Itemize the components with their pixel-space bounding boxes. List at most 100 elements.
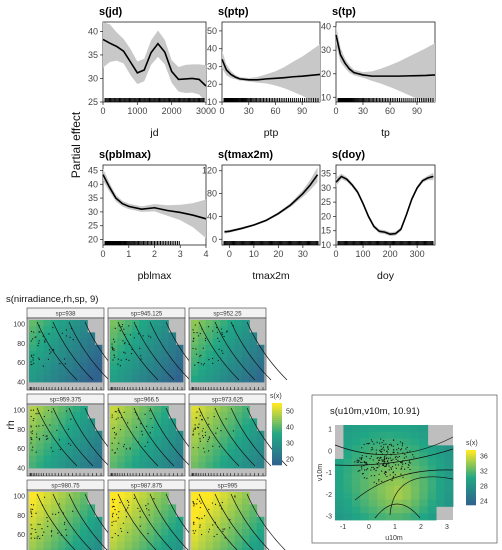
- obs-point: [408, 460, 411, 462]
- heat-cell: [124, 498, 133, 505]
- heat-cell: [87, 338, 96, 346]
- heat-cell: [139, 412, 147, 419]
- heat-cell: [234, 523, 243, 530]
- heat-cell: [368, 499, 378, 507]
- obs-point: [38, 331, 40, 333]
- heat-cell: [117, 363, 125, 370]
- obs-point: [38, 439, 41, 441]
- y-axis-label: rh: [5, 420, 17, 429]
- heat-cell: [385, 425, 395, 433]
- heat-cell: [153, 363, 162, 370]
- obs-point: [111, 449, 113, 451]
- heat-cell: [227, 535, 236, 542]
- heat-cell: [410, 438, 420, 446]
- obs-point: [375, 449, 377, 451]
- heat-cell: [146, 424, 155, 432]
- obs-point: [390, 454, 392, 456]
- heat-cell: [58, 357, 66, 364]
- heat-cell: [124, 412, 133, 419]
- heat-cell: [377, 506, 386, 514]
- obs-point: [402, 452, 404, 454]
- obs-point: [30, 415, 32, 418]
- x-tick-label: 0: [367, 524, 371, 531]
- facet-label: sp=959.375: [50, 398, 82, 404]
- heat-cell: [394, 472, 403, 480]
- heat-cell: [368, 513, 378, 521]
- heat-cell: [410, 513, 420, 521]
- heat-cell: [153, 461, 162, 469]
- y-tick-label: 40: [17, 466, 25, 473]
- obs-point: [364, 469, 366, 471]
- heat-cell: [351, 513, 361, 521]
- obs-point: [68, 443, 70, 445]
- heat-cell: [402, 513, 412, 521]
- obs-point: [392, 462, 395, 464]
- heat-cell: [153, 523, 162, 530]
- legend-swatch: [466, 499, 476, 502]
- obs-point: [204, 339, 207, 342]
- legend-swatch: [466, 494, 476, 497]
- heat-cell: [368, 506, 378, 514]
- obs-point: [361, 457, 363, 459]
- legend-swatch: [272, 415, 282, 418]
- obs-point: [35, 451, 37, 453]
- obs-point: [123, 328, 125, 330]
- heat-cell: [110, 492, 118, 499]
- heat-cell: [220, 437, 228, 444]
- legend-swatch: [466, 472, 476, 475]
- obs-point: [59, 448, 61, 451]
- obs-point: [50, 535, 53, 537]
- heat-cell: [117, 344, 125, 352]
- heat-cell: [146, 375, 155, 383]
- heat-cell: [139, 418, 147, 425]
- heat-cell: [139, 424, 147, 432]
- heat-cell: [444, 492, 454, 501]
- obs-point: [50, 351, 52, 353]
- heat-cell: [131, 504, 140, 511]
- heat-cell: [212, 344, 221, 352]
- legend-swatch: [466, 484, 476, 487]
- legend-swatch: [466, 464, 476, 467]
- obs-point: [393, 449, 395, 451]
- obs-point: [37, 535, 39, 537]
- obs-point: [376, 457, 378, 459]
- heat-cell: [146, 541, 155, 549]
- obs-point: [192, 347, 194, 350]
- obs-point: [214, 521, 217, 524]
- heat-cell: [161, 547, 169, 550]
- obs-point: [194, 503, 196, 505]
- obs-point: [32, 508, 34, 510]
- heat-cell: [87, 461, 96, 469]
- heat-cell: [36, 547, 44, 550]
- obs-point: [375, 482, 378, 485]
- legend-swatch: [272, 440, 282, 443]
- heat-cell: [161, 523, 169, 530]
- heat-cell: [227, 529, 236, 536]
- legend-swatch: [466, 495, 476, 498]
- obs-point: [136, 414, 138, 416]
- obs-point: [387, 452, 389, 454]
- heat-cell: [161, 406, 169, 413]
- contour-line: [214, 407, 256, 467]
- obs-point: [30, 524, 32, 526]
- heat-cell: [205, 437, 214, 444]
- heat-cell: [161, 535, 169, 542]
- obs-point: [395, 456, 397, 458]
- heat-cell: [29, 418, 37, 425]
- heat-cell: [205, 455, 214, 463]
- legend-swatch: [466, 492, 476, 495]
- heat-cell: [242, 375, 250, 383]
- heat-cell: [205, 320, 214, 327]
- obs-point: [30, 409, 32, 411]
- heat-cell: [94, 461, 103, 469]
- heat-cell: [427, 465, 437, 473]
- obs-point: [400, 468, 402, 470]
- obs-point: [65, 529, 67, 531]
- heat-cell: [256, 541, 265, 549]
- obs-point: [43, 531, 45, 533]
- obs-point: [377, 456, 379, 459]
- legend-swatch: [466, 451, 476, 454]
- legend-swatch: [272, 444, 282, 447]
- heat-cells: [29, 492, 103, 550]
- obs-point: [32, 409, 35, 411]
